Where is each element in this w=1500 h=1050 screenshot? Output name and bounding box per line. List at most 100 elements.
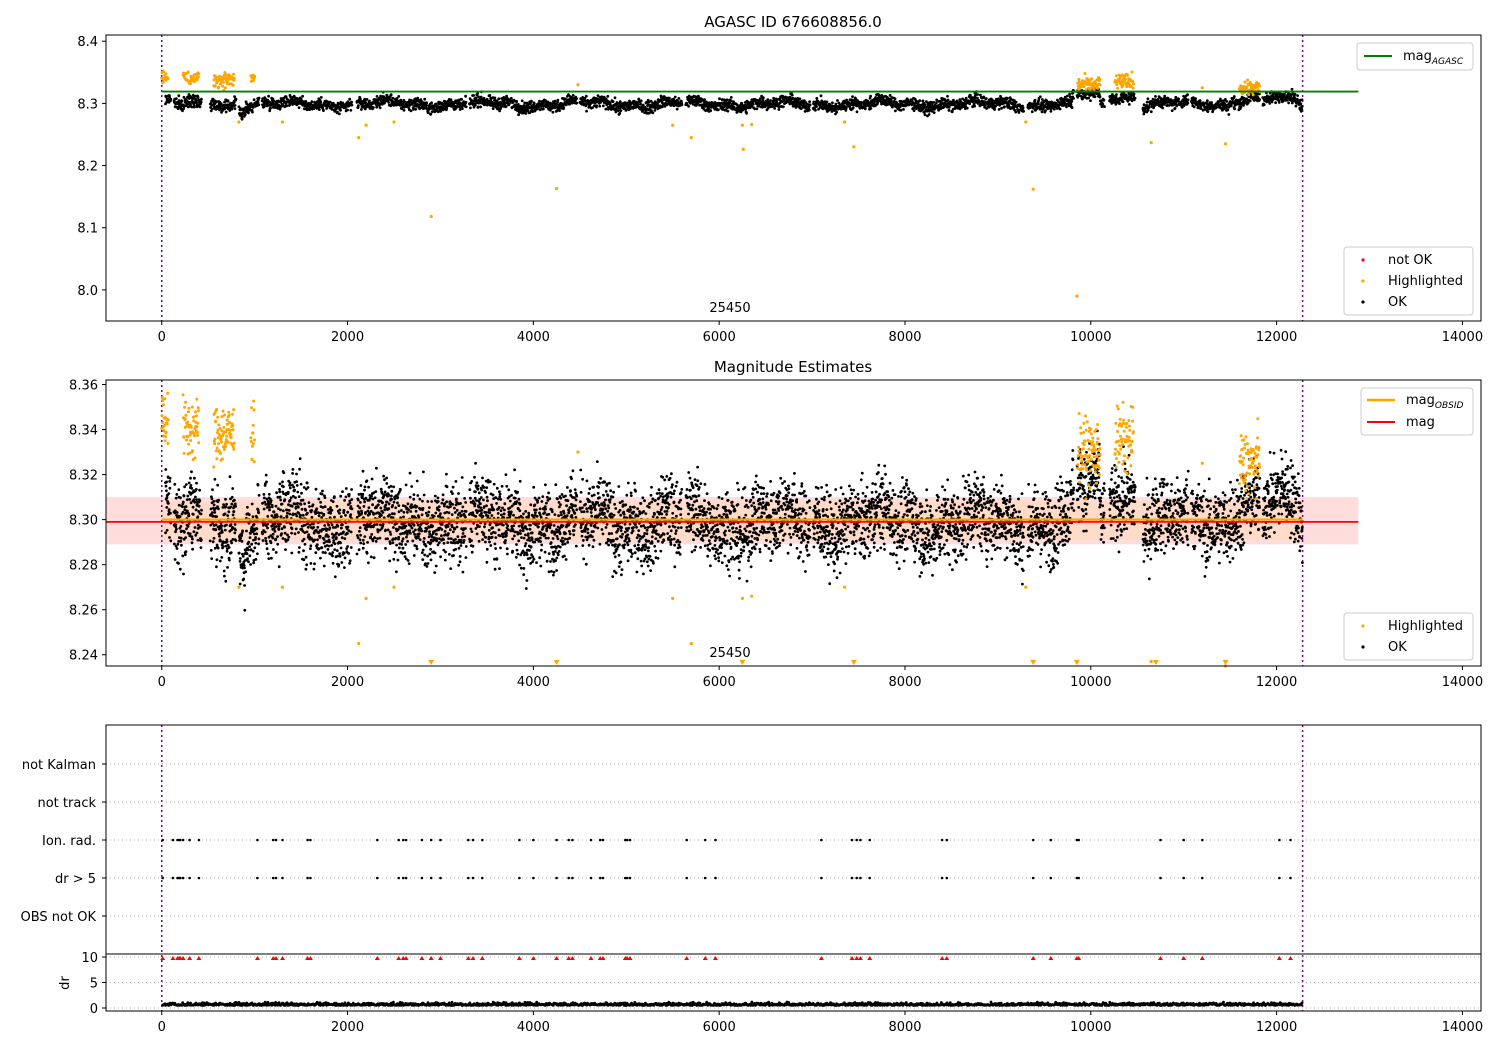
ok-point-2250 <box>825 100 829 104</box>
magnitude-panel-title: Magnitude Estimates <box>714 358 872 376</box>
mag-ok-point-93 <box>184 536 188 539</box>
ok-point-2048 <box>766 98 770 102</box>
mag-ok-point-669 <box>305 481 309 485</box>
ok-point-84 <box>190 105 194 109</box>
mag-ok-point-16 <box>167 502 170 505</box>
ok-point-979 <box>458 102 462 106</box>
ok-point-417 <box>297 106 301 109</box>
mag-ok-point-536 <box>281 480 284 484</box>
highlight-point-172 <box>1092 88 1096 92</box>
mag-ok-point-262 <box>224 505 228 509</box>
mag-ok-point-373 <box>247 513 251 517</box>
mag-ok-point-626 <box>297 495 301 498</box>
ok-point-2634 <box>932 101 936 104</box>
ok-point-126 <box>210 107 214 111</box>
ok-point-2270 <box>831 101 834 105</box>
mag-ok-point-688 <box>309 544 313 548</box>
ok-point-2388 <box>863 107 867 111</box>
ok-point-79 <box>189 103 192 106</box>
highlight-point-304 <box>671 123 675 127</box>
mag-ok-point-531 <box>280 532 283 535</box>
ok-point-1092 <box>493 96 497 100</box>
mag-ok-point-58 <box>177 503 181 507</box>
ok-point-3829 <box>1290 87 1294 91</box>
highlight-point-93 <box>224 73 228 77</box>
ok-point-3096 <box>1065 105 1068 109</box>
ok-point-3338 <box>1147 106 1151 109</box>
mag-ok-point-188 <box>210 497 214 501</box>
x-tick-label-1-5: 10000 <box>1070 330 1111 345</box>
mag-ok-point-577 <box>288 498 292 502</box>
x-tick-label-1-7: 14000 <box>1442 330 1483 345</box>
agasc-panel: AGASC ID 676608856.0 0 2000 4000 6000 8000 10… <box>77 13 1483 345</box>
mag-ok-point-509 <box>276 535 279 538</box>
mag-ok-point-367 <box>246 548 250 552</box>
ok-point-584 <box>344 106 347 110</box>
ok-point-3493 <box>1194 97 1197 100</box>
ok-point-324 <box>271 101 275 105</box>
mag-ok-point-693 <box>310 509 314 512</box>
mag-ok-point-213 <box>215 515 219 518</box>
mag-ok-point-590 <box>291 472 294 475</box>
mag-ok-point-134 <box>191 513 195 516</box>
mag-ok-point-143 <box>193 526 197 529</box>
mag-ok-point-425 <box>257 537 261 541</box>
mag-ok-point-263 <box>224 579 228 583</box>
highlight-point-238 <box>1131 86 1135 90</box>
highlight-point-305 <box>689 136 693 140</box>
ok-point-1729 <box>673 95 677 99</box>
legend-not-ok-label: not OK <box>1388 253 1433 268</box>
mag-ok-point-455 <box>266 526 269 530</box>
x-tick-label-1-0: 0 <box>158 330 166 345</box>
ok-point-118 <box>200 97 203 101</box>
legend-ok-swatch <box>1361 300 1365 304</box>
mag-ok-point-758 <box>322 512 326 516</box>
mag-ok-point-538 <box>281 537 285 540</box>
ok-point-211 <box>234 97 238 101</box>
mag-ok-point-255 <box>223 574 226 578</box>
mag-ok-point-341 <box>241 554 245 558</box>
ok-point-292 <box>262 105 266 109</box>
ok-point-2345 <box>851 106 855 110</box>
ok-point-3436 <box>1175 104 1178 108</box>
ok-point-3475 <box>1186 93 1189 97</box>
ok-point-945 <box>449 98 453 101</box>
mag-ok-point-447 <box>264 539 268 543</box>
ok-point-1534 <box>619 109 623 112</box>
ok-point-2516 <box>899 108 903 112</box>
mag-ok-point-117 <box>188 532 192 536</box>
ok-point-2197 <box>807 108 811 112</box>
ok-point-1167 <box>514 107 518 111</box>
mag-ok-point-615 <box>295 484 299 487</box>
mag-ok-point-521 <box>278 490 282 494</box>
ok-point-1022 <box>474 103 477 107</box>
ok-point-37 <box>177 94 181 98</box>
mag-ok-point-724 <box>316 538 319 542</box>
mag-ok-point-475 <box>269 499 273 502</box>
ok-point-3040 <box>1049 109 1053 113</box>
ok-point-1410 <box>584 94 588 98</box>
mag-ok-point-126 <box>190 535 194 539</box>
legend-ok-label: OK <box>1388 295 1407 310</box>
ok-point-837 <box>419 98 423 101</box>
highlight-point-182 <box>1096 86 1100 90</box>
mag-ok-point-673 <box>306 486 310 489</box>
mag-ok-point-121 <box>189 484 193 487</box>
ok-point-3488 <box>1192 105 1196 109</box>
ok-point-196 <box>230 107 234 111</box>
ok-point-96 <box>193 94 197 98</box>
ok-point-1151 <box>509 96 513 100</box>
highlight-point-297 <box>280 120 285 124</box>
ok-point-2073 <box>773 107 777 110</box>
mag-ok-point-575 <box>288 512 292 516</box>
ok-point-495 <box>319 100 323 104</box>
ok-point-3333 <box>1146 97 1150 101</box>
highlight-point-300 <box>392 120 396 124</box>
ok-point-1530 <box>618 111 622 115</box>
mag-ok-point-596 <box>292 485 296 489</box>
ok-point-811 <box>412 107 415 111</box>
mag-ok-point-6 <box>165 480 169 484</box>
mag-ok-point-678 <box>307 501 311 504</box>
mag-ok-point-580 <box>289 522 293 526</box>
mag-ok-point-323 <box>238 560 242 563</box>
